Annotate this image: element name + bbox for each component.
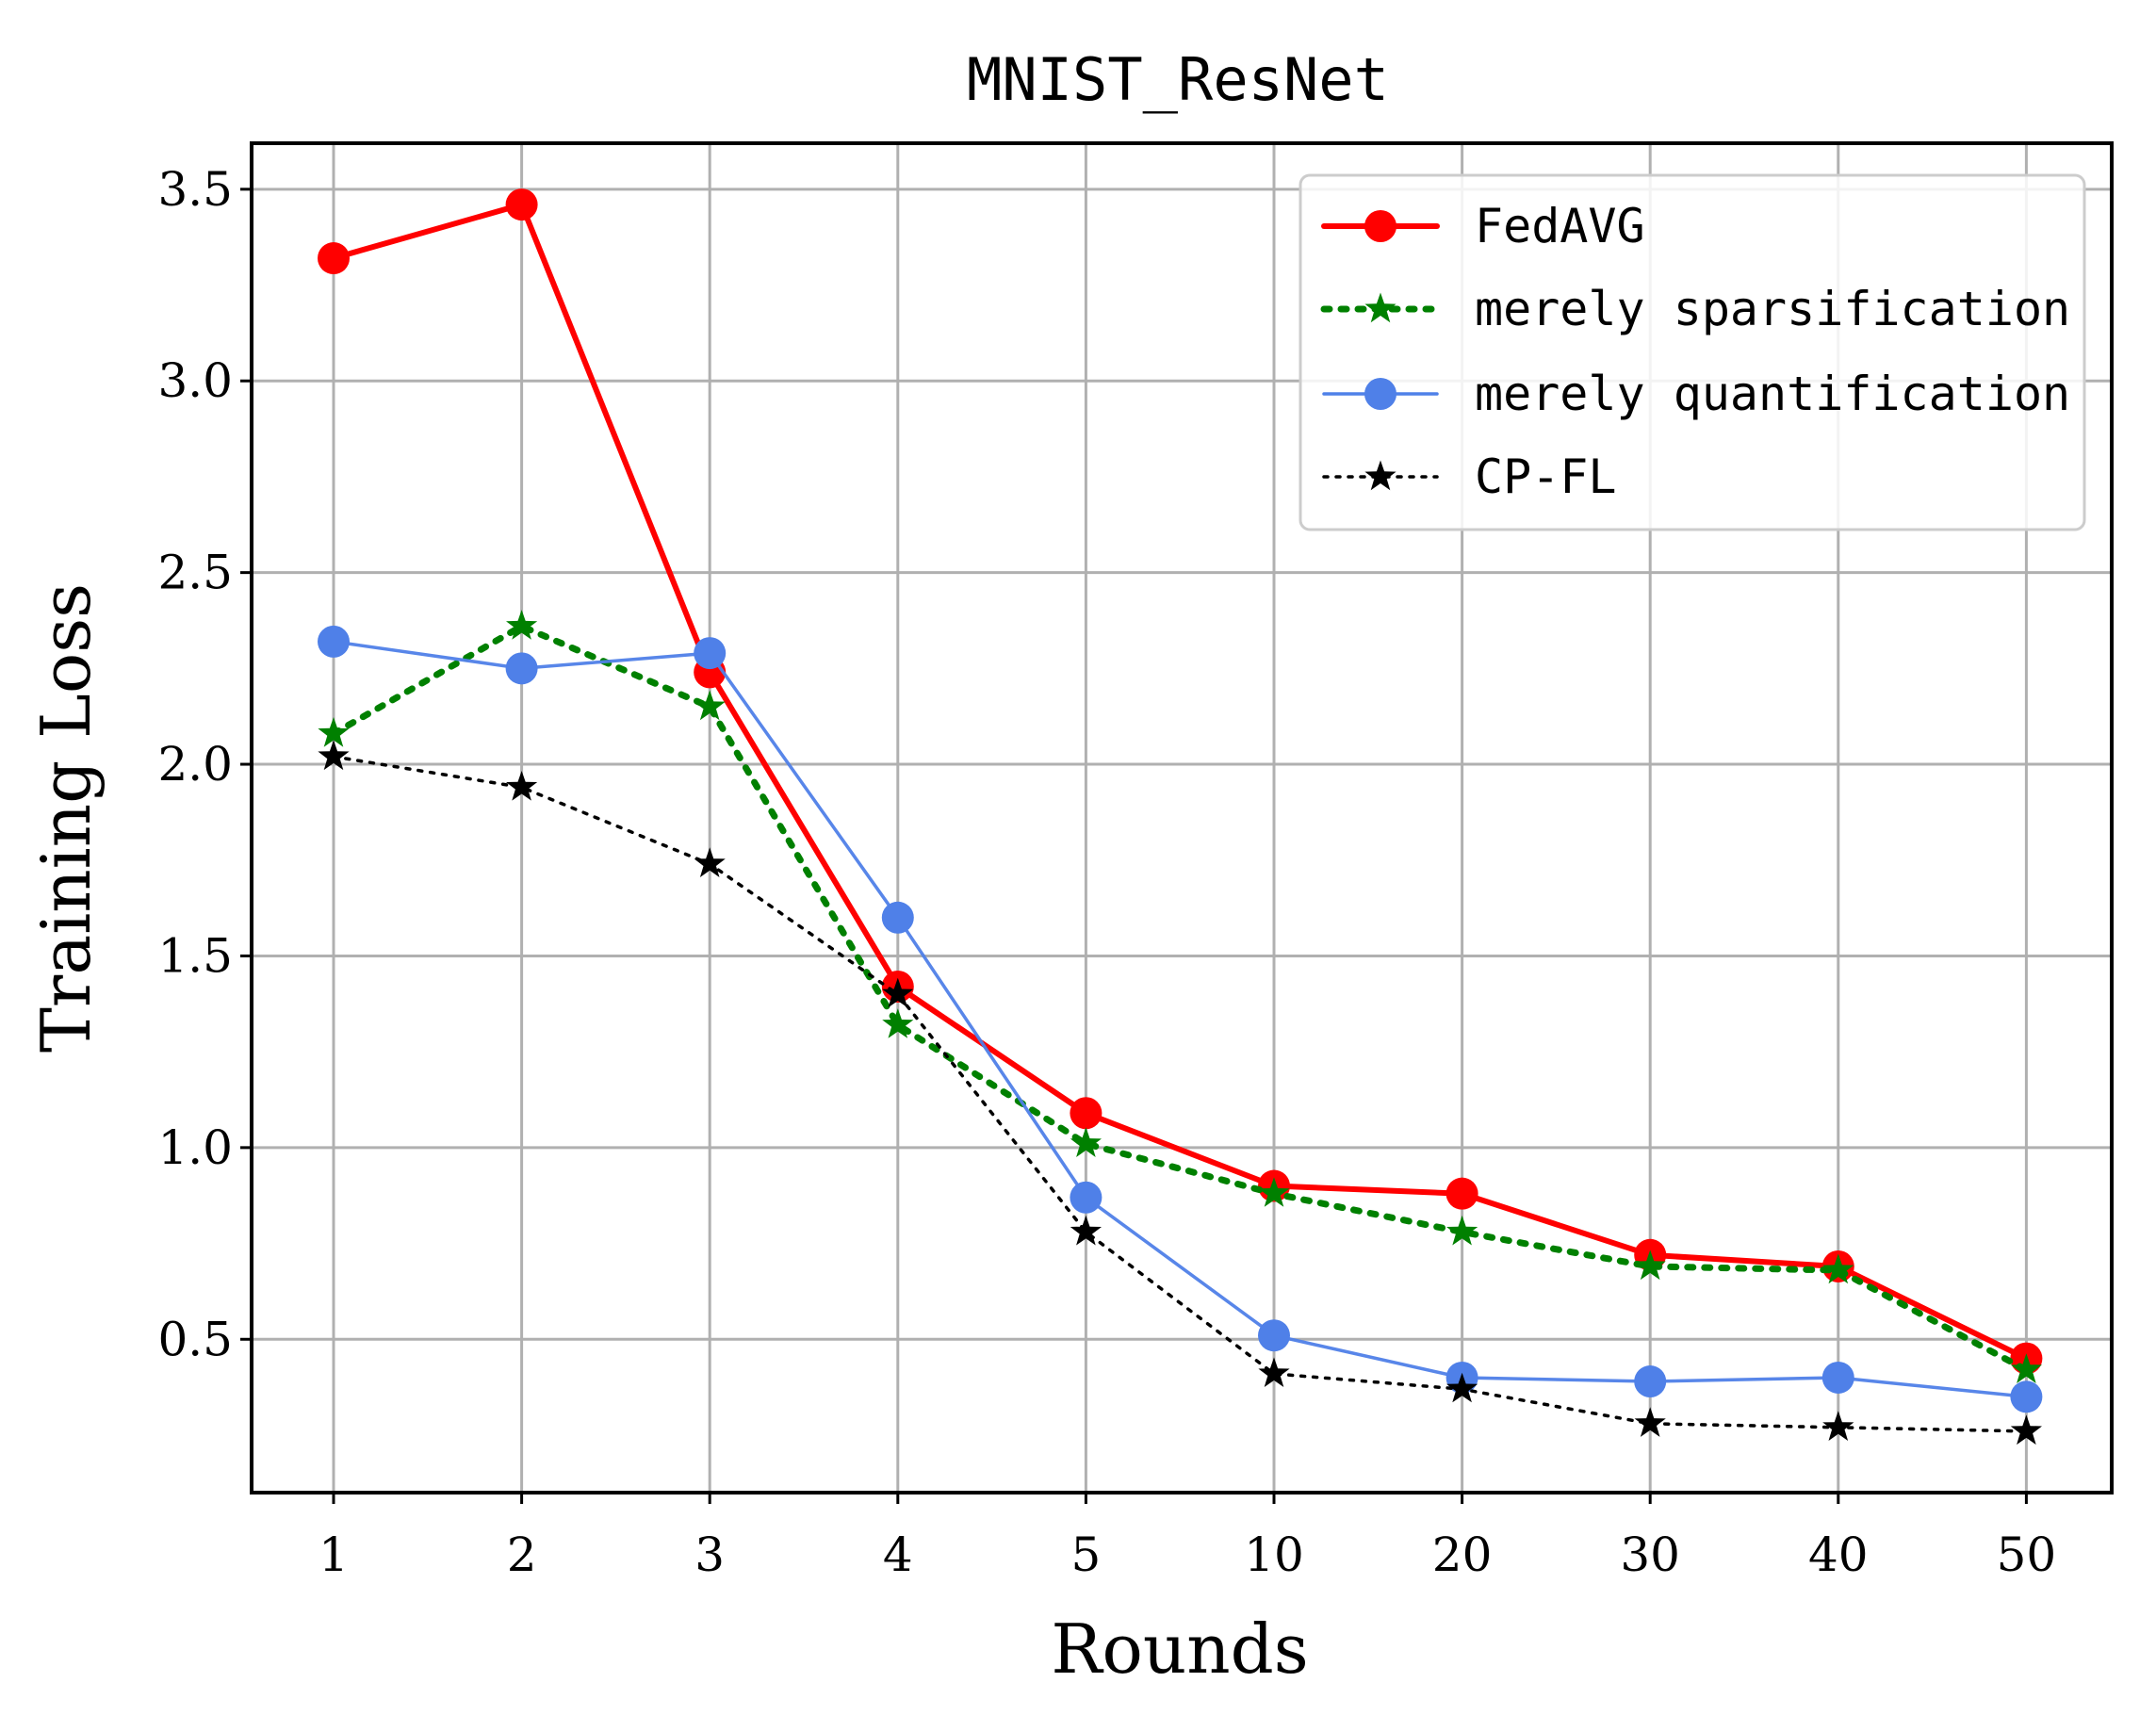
data-point-star [1634, 1250, 1666, 1281]
x-tick-label: 1 [318, 1527, 349, 1582]
legend-label: merely quantification [1475, 367, 2070, 421]
data-point-circle [1446, 1177, 1478, 1210]
x-tick-label: 3 [694, 1527, 725, 1582]
series-line [331, 202, 2030, 1362]
legend-label: CP-FL [1475, 449, 1617, 504]
series-cp-fl [318, 740, 2042, 1446]
data-point-star [1070, 1127, 1102, 1157]
data-point-circle [881, 901, 914, 934]
y-axis-label: Training Loss [26, 583, 106, 1053]
y-tick-label: 0.5 [157, 1312, 233, 1366]
series-merely-quantification [318, 625, 2043, 1413]
legend-marker [1364, 378, 1396, 410]
data-point-star [882, 977, 914, 1008]
legend: FedAVG merely sparsification merely quanti… [1298, 173, 2086, 531]
legend-box [1298, 173, 2086, 531]
y-tick-label: 3.0 [157, 353, 233, 408]
y-tick-label: 1.0 [157, 1120, 233, 1175]
data-point-star [1258, 1357, 1290, 1387]
x-tick-label: 20 [1432, 1527, 1493, 1582]
data-point-star [882, 1008, 914, 1038]
axis-ticks: 1 2 3 4 5 10 20 30 40 50 0.5 1.0 1.5 2.0 2.5 3.0 3.5 [157, 162, 2056, 1582]
data-point-circle [694, 637, 727, 670]
data-point-star [1446, 1215, 1478, 1246]
x-tick-label: 10 [1244, 1527, 1304, 1582]
data-point-circle [318, 625, 350, 658]
legend-item: merely sparsification [1320, 282, 2070, 336]
y-tick-label: 2.0 [157, 737, 233, 792]
data-point-star [694, 847, 726, 877]
y-tick-label: 1.5 [157, 928, 233, 983]
x-tick-label: 4 [883, 1527, 913, 1582]
y-tick-label: 2.5 [157, 546, 233, 600]
legend-items: FedAVG merely sparsification merely quanti… [1320, 199, 2070, 504]
data-point-star [2010, 1414, 2042, 1446]
data-point-circle [1070, 1181, 1102, 1214]
data-point-star [318, 717, 350, 747]
x-tick-label: 30 [1620, 1527, 1680, 1582]
x-tick-label: 2 [507, 1527, 537, 1582]
data-point-star [506, 610, 538, 640]
data-point-star [1822, 1411, 1854, 1441]
series-line [332, 640, 2029, 1399]
legend-item: CP-FL [1322, 449, 1617, 504]
data-point-star [1070, 1215, 1102, 1246]
legend-marker [1364, 460, 1396, 491]
data-point-star [694, 690, 726, 721]
data-point-star [1446, 1372, 1478, 1403]
legend-item: FedAVG [1321, 199, 1645, 253]
data-point-circle [1634, 1365, 1667, 1398]
data-point-circle [1070, 1097, 1102, 1130]
chart-title: MNIST_ResNet [967, 45, 1389, 114]
legend-marker [1364, 210, 1396, 242]
data-point-star [1822, 1253, 1854, 1284]
series-merely-sparsification [318, 610, 2042, 1383]
data-point-circle [1821, 1361, 1854, 1394]
legend-marker [1364, 292, 1396, 323]
data-point-star [318, 740, 350, 771]
plot-frame [250, 141, 2114, 1494]
x-tick-label: 5 [1070, 1527, 1101, 1582]
series-line [330, 623, 2030, 1374]
series-line [332, 755, 2029, 1433]
data-point-circle [2010, 1380, 2043, 1413]
x-tick-label: 50 [1997, 1527, 2057, 1582]
data-point-star [1258, 1177, 1290, 1207]
legend-label: merely sparsification [1475, 282, 2070, 336]
data-point-circle [318, 242, 350, 275]
series-layer [318, 188, 2043, 1446]
y-tick-label: 3.5 [157, 162, 233, 217]
data-point-star [2010, 1353, 2042, 1383]
legend-label: FedAVG [1475, 199, 1645, 253]
data-point-star [1634, 1407, 1666, 1437]
data-point-star [506, 771, 538, 801]
data-point-circle [1258, 1319, 1290, 1352]
legend-item: merely quantification [1322, 367, 2070, 421]
data-point-circle [505, 188, 538, 221]
data-point-circle [505, 652, 538, 685]
x-tick-label: 40 [1808, 1527, 1869, 1582]
x-axis-label: Rounds [1051, 1609, 1308, 1689]
